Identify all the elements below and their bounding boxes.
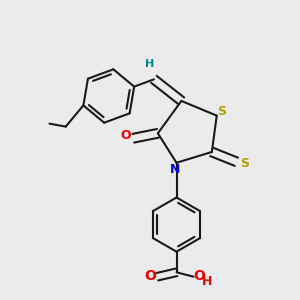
- Text: S: S: [217, 105, 226, 118]
- Text: N: N: [170, 163, 180, 176]
- Text: O: O: [144, 269, 156, 283]
- Text: O: O: [121, 129, 131, 142]
- Text: H: H: [202, 274, 212, 288]
- Text: H: H: [146, 58, 154, 69]
- Text: S: S: [240, 157, 249, 170]
- Text: O: O: [193, 269, 205, 283]
